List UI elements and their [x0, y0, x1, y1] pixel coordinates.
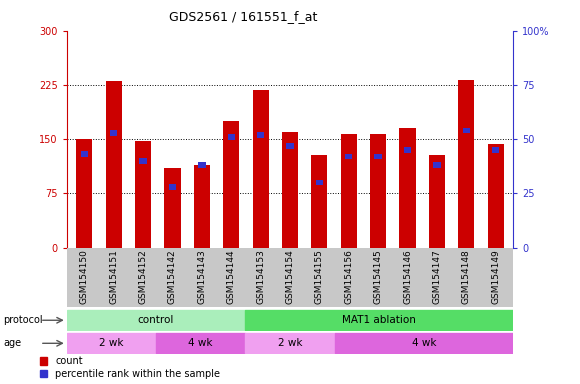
FancyBboxPatch shape: [67, 333, 156, 353]
Text: GSM154156: GSM154156: [345, 250, 353, 305]
Text: GSM154144: GSM154144: [227, 250, 235, 304]
Bar: [458, 80, 474, 248]
Text: GSM154152: GSM154152: [139, 250, 147, 304]
FancyBboxPatch shape: [67, 310, 245, 330]
Bar: [429, 155, 445, 248]
Bar: [110, 130, 117, 136]
Bar: [370, 134, 386, 248]
Bar: [227, 134, 235, 140]
Bar: [198, 162, 205, 168]
FancyBboxPatch shape: [335, 333, 513, 353]
Text: protocol: protocol: [3, 315, 42, 325]
Bar: [400, 128, 416, 248]
Text: GDS2561 / 161551_f_at: GDS2561 / 161551_f_at: [169, 10, 318, 23]
Bar: [287, 143, 293, 149]
Text: GSM154143: GSM154143: [197, 250, 206, 304]
Text: GSM154149: GSM154149: [491, 250, 500, 304]
Bar: [76, 139, 92, 248]
Bar: [404, 147, 411, 153]
Legend: count, percentile rank within the sample: count, percentile rank within the sample: [39, 356, 220, 379]
FancyBboxPatch shape: [245, 310, 513, 330]
Text: 2 wk: 2 wk: [99, 338, 124, 348]
Text: age: age: [3, 338, 21, 348]
Text: GSM154142: GSM154142: [168, 250, 177, 304]
Bar: [252, 90, 269, 248]
Bar: [257, 132, 264, 138]
Bar: [463, 127, 470, 133]
Bar: [139, 158, 147, 164]
Bar: [375, 154, 382, 159]
Bar: [340, 134, 357, 248]
Bar: [345, 154, 353, 159]
Text: GSM154154: GSM154154: [285, 250, 295, 304]
Bar: [169, 184, 176, 190]
Text: GSM154145: GSM154145: [374, 250, 383, 304]
Bar: [223, 121, 240, 248]
Bar: [106, 81, 122, 248]
Bar: [135, 141, 151, 248]
Text: GSM154151: GSM154151: [109, 250, 118, 305]
Bar: [81, 152, 88, 157]
Text: control: control: [138, 315, 174, 325]
Text: 2 wk: 2 wk: [278, 338, 302, 348]
Text: GSM154148: GSM154148: [462, 250, 471, 304]
Bar: [282, 132, 298, 248]
Text: GSM154153: GSM154153: [256, 250, 265, 305]
Bar: [316, 180, 323, 185]
Bar: [433, 162, 441, 168]
Bar: [194, 164, 210, 248]
Bar: [488, 144, 504, 248]
Text: GSM154155: GSM154155: [315, 250, 324, 305]
FancyBboxPatch shape: [245, 333, 335, 353]
Text: MAT1 ablation: MAT1 ablation: [342, 315, 416, 325]
FancyBboxPatch shape: [156, 333, 245, 353]
Text: 4 wk: 4 wk: [412, 338, 436, 348]
Bar: [164, 168, 180, 248]
Text: GSM154147: GSM154147: [433, 250, 441, 304]
Text: GSM154150: GSM154150: [80, 250, 89, 305]
Bar: [492, 147, 499, 153]
Text: 4 wk: 4 wk: [188, 338, 213, 348]
Bar: [311, 155, 328, 248]
Text: GSM154146: GSM154146: [403, 250, 412, 304]
